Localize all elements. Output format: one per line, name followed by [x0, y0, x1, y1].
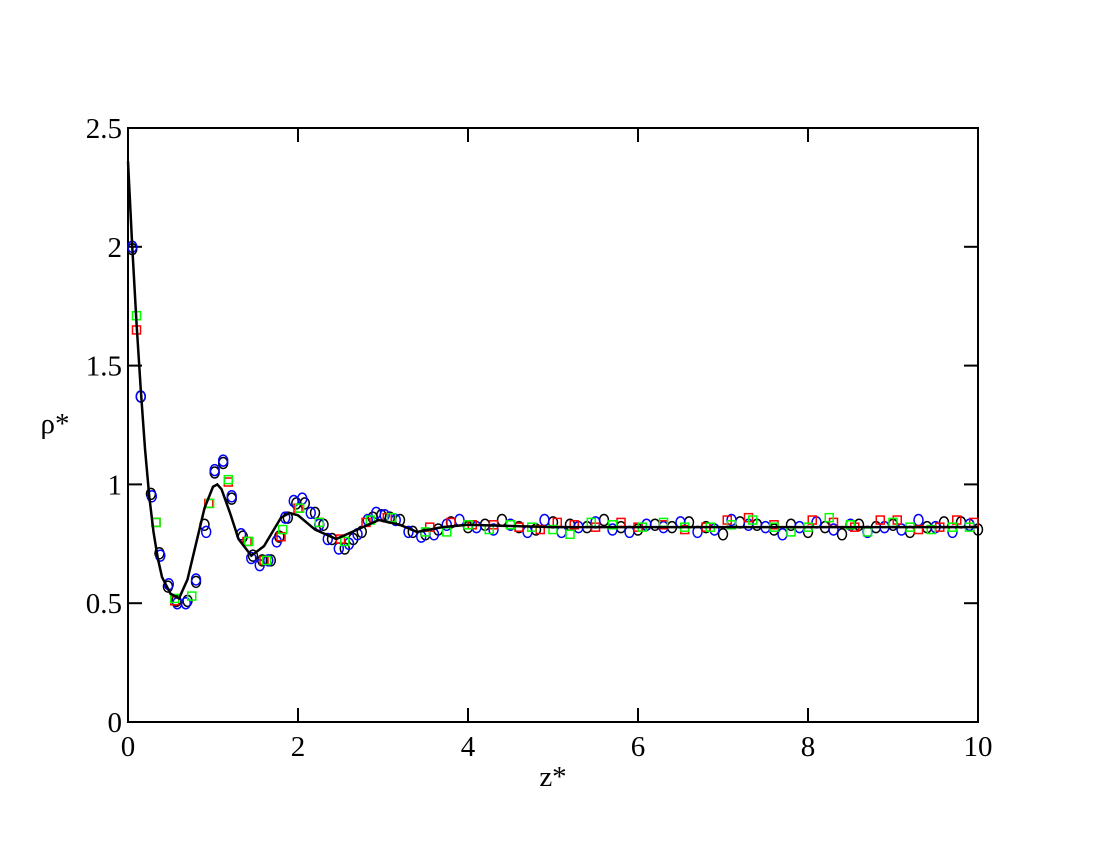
data-point-circle	[598, 513, 610, 527]
y-tick-label: 2.5	[86, 113, 122, 145]
data-point-circle	[539, 513, 550, 527]
y-tick-label: 2	[108, 232, 123, 264]
data-point-square	[187, 591, 197, 601]
x-axis-label: z*	[539, 761, 566, 793]
data-point-square	[223, 474, 234, 485]
data-point-circle	[200, 525, 212, 539]
data-point-square	[314, 517, 324, 528]
data-point-circle	[246, 551, 257, 565]
data-point-circle	[454, 513, 465, 527]
x-tick-label: 8	[801, 731, 816, 763]
x-tick-label: 0	[121, 731, 136, 763]
data-point-circle	[226, 490, 237, 503]
data-point-circle	[726, 513, 737, 527]
data-point-square	[607, 520, 618, 530]
plot-frame	[127, 127, 979, 723]
y-tick-label: 1.5	[86, 351, 122, 383]
data-point-square	[277, 524, 288, 535]
x-tick-label: 6	[631, 731, 646, 763]
data-point-circle	[155, 549, 166, 562]
data-point-circle	[828, 523, 839, 536]
data-point-circle	[146, 490, 158, 503]
data-point-square	[548, 524, 558, 535]
data-point-circle	[896, 523, 907, 536]
data-point-square	[748, 515, 758, 525]
data-point-circle	[190, 573, 202, 586]
data-point-circle	[403, 525, 414, 539]
data-point-circle	[649, 518, 661, 532]
data-point-circle	[768, 523, 780, 536]
data-point-circle	[836, 528, 848, 541]
data-point-circle	[488, 523, 499, 536]
x-tick-label: 2	[291, 731, 306, 763]
data-point-circle	[180, 596, 192, 610]
data-point-square	[261, 555, 272, 566]
data-point-square	[223, 477, 234, 487]
x-tick-label: 4	[461, 731, 476, 763]
data-point-square	[565, 529, 575, 540]
data-point-square	[845, 520, 856, 530]
y-tick-label: 0	[108, 707, 123, 739]
data-point-circle	[322, 532, 333, 546]
data-point-square	[276, 531, 286, 542]
data-point-square	[926, 524, 936, 535]
data-point-circle	[265, 554, 277, 567]
y-axis-label: ρ*	[41, 408, 70, 440]
data-point-circle	[217, 454, 229, 467]
data-point-square	[340, 536, 350, 547]
data-point-circle	[209, 463, 220, 477]
y-tick-label: 0.5	[86, 588, 122, 620]
data-point-square	[569, 520, 579, 530]
data-point-circle	[913, 513, 924, 527]
data-point-circle	[496, 513, 508, 527]
data-point-circle	[263, 554, 274, 567]
data-point-circle	[717, 528, 729, 541]
data-point-circle	[777, 528, 788, 541]
data-point-square	[726, 520, 737, 530]
data-point-circle	[607, 523, 618, 536]
data-point-square	[862, 527, 873, 537]
data-point-square	[294, 503, 305, 513]
data-point-square	[824, 512, 834, 523]
data-point-square	[875, 515, 885, 525]
data-point-circle	[305, 506, 316, 520]
data-point-square	[243, 536, 254, 547]
data-line	[126, 161, 978, 601]
y-tick-label: 1	[108, 469, 123, 501]
x-tick-label: 10	[964, 731, 993, 763]
data-point-circle	[247, 549, 259, 562]
